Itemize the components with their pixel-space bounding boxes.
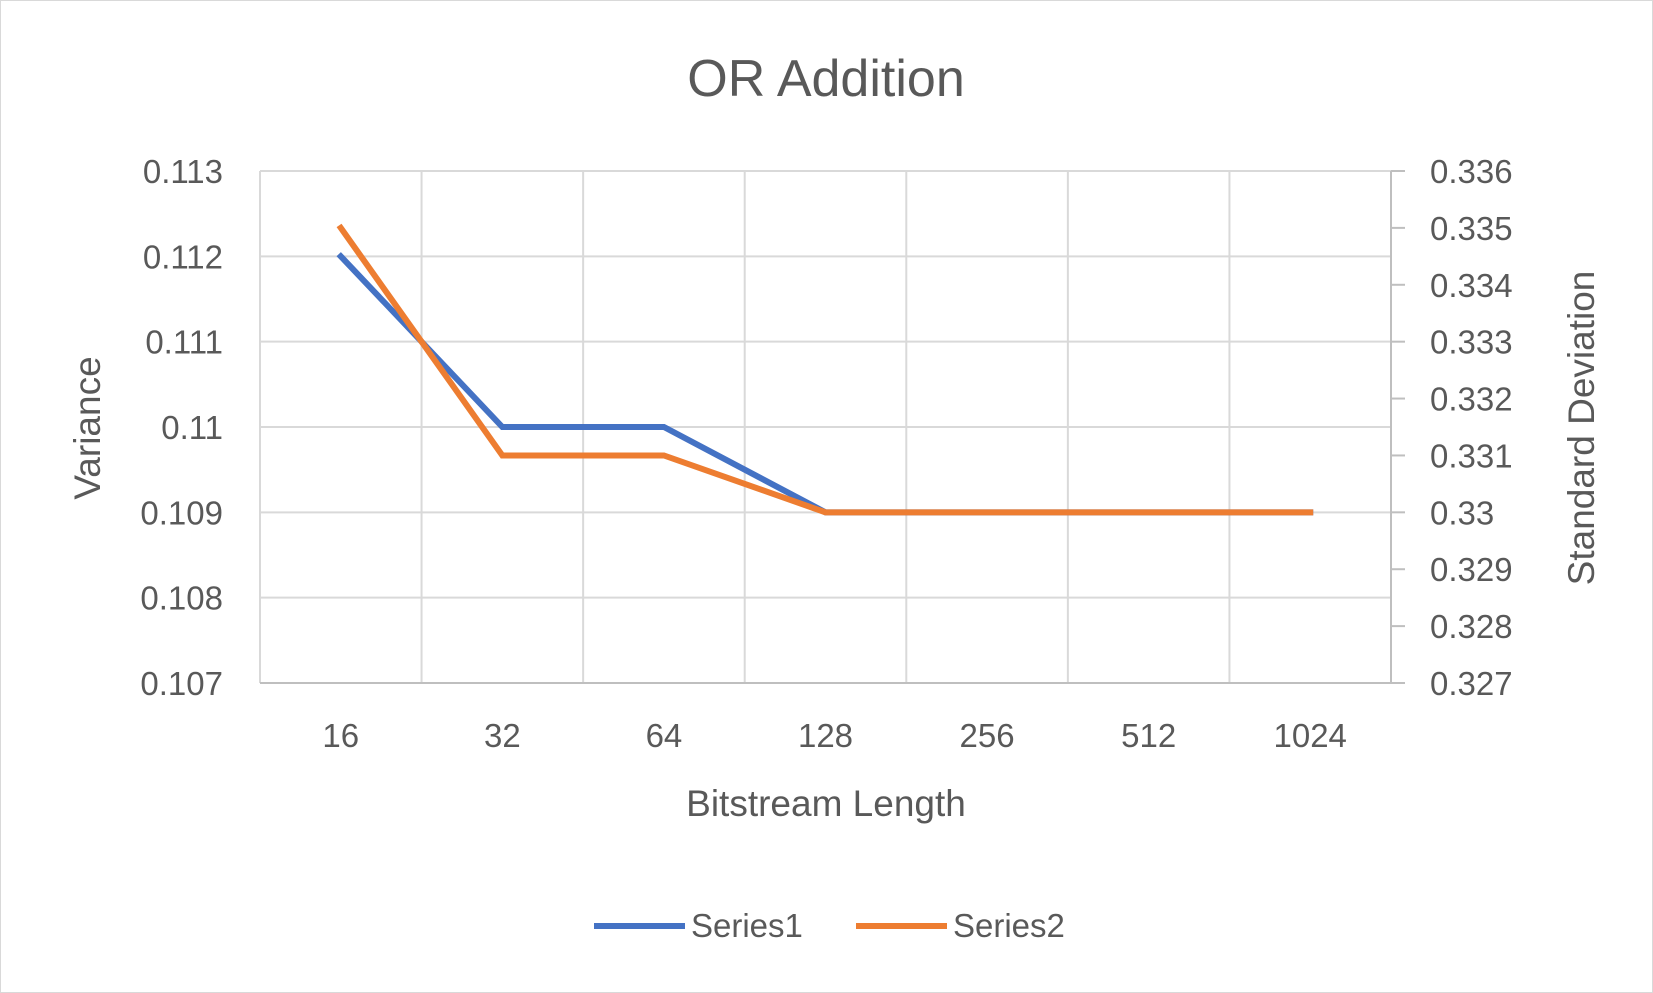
y2-tick-label: 0.331 xyxy=(1430,437,1513,474)
y2-tick-label: 0.336 xyxy=(1430,153,1513,190)
x-tick-label: 256 xyxy=(960,717,1015,754)
y-tick-label: 0.111 xyxy=(145,324,223,361)
series-line-2 xyxy=(336,223,1314,516)
gridlines xyxy=(259,170,1405,684)
y-axis-ticks: 0.107 0.108 0.109 0.11 0.111 0.112 0.113 xyxy=(140,153,223,702)
chart-title: OR Addition xyxy=(687,50,965,108)
y2-tick-label: 0.328 xyxy=(1430,608,1513,645)
y2-tick-label: 0.327 xyxy=(1430,665,1513,702)
y2-tick-label: 0.329 xyxy=(1430,551,1513,588)
legend-label-series2: Series2 xyxy=(953,907,1065,944)
y2-tick-label: 0.332 xyxy=(1430,381,1513,418)
y2-tick-label: 0.33 xyxy=(1430,494,1494,531)
y2-axis-title: Standard Deviation xyxy=(1561,271,1602,586)
y-tick-label: 0.107 xyxy=(140,665,223,702)
legend: Series1 Series2 xyxy=(594,907,1065,944)
y-tick-label: 0.112 xyxy=(143,238,223,275)
y-tick-label: 0.11 xyxy=(161,409,223,446)
x-axis-title: Bitstream Length xyxy=(686,783,966,824)
series-line-1 xyxy=(336,252,1314,516)
series-lines xyxy=(336,223,1314,516)
x-tick-label: 64 xyxy=(646,717,683,754)
x-tick-label: 128 xyxy=(798,717,853,754)
legend-label-series1: Series1 xyxy=(691,907,803,944)
y-tick-label: 0.108 xyxy=(140,580,223,617)
y2-tick-label: 0.333 xyxy=(1430,324,1513,361)
y2-tick-label: 0.335 xyxy=(1430,210,1513,247)
y-axis-title: Variance xyxy=(67,356,108,499)
x-tick-label: 512 xyxy=(1121,717,1176,754)
y-tick-label: 0.109 xyxy=(140,494,223,531)
x-tick-label: 16 xyxy=(322,717,359,754)
x-tick-label: 32 xyxy=(484,717,521,754)
y2-axis-ticks: 0.327 0.328 0.329 0.33 0.331 0.332 0.333 0.334 0… xyxy=(1430,153,1513,702)
y-tick-label: 0.113 xyxy=(143,153,223,190)
y2-tick-label: 0.334 xyxy=(1430,267,1513,304)
x-axis-ticks: 16 32 64 128 256 512 1024 xyxy=(322,717,1346,754)
x-tick-label: 1024 xyxy=(1274,717,1347,754)
